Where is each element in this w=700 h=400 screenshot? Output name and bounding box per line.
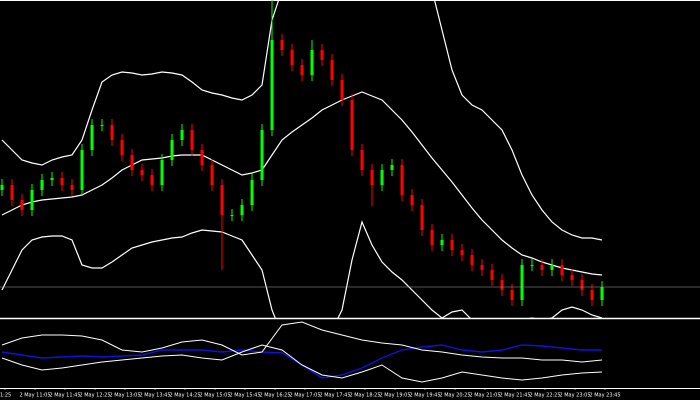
band-upper: [1, 0, 603, 241]
candle-body: [390, 165, 394, 170]
candle-body: [600, 287, 604, 300]
x-tick-label: 2 May 12:25: [79, 393, 110, 399]
indicator-panel: [1, 321, 603, 383]
candle-body: [100, 125, 104, 126]
candle-body: [60, 178, 64, 185]
candle-body: [290, 50, 294, 65]
candle-body: [540, 265, 544, 270]
candle-body: [140, 170, 144, 175]
x-tick-label: 1:25: [0, 393, 11, 399]
x-tick-label: 2 May 21:45: [499, 393, 530, 399]
candle-body: [520, 265, 524, 300]
candle-body: [170, 140, 174, 160]
candle-body: [340, 80, 344, 100]
x-tick-label: 2 May 22:25: [529, 393, 560, 399]
x-tick-label: 2 May 17:45: [319, 393, 350, 399]
band-lower: [1, 220, 603, 318]
candle-body: [110, 125, 114, 140]
candle-body: [230, 215, 234, 216]
x-tick-label: 2 May 15:45: [229, 393, 260, 399]
candle-body: [40, 180, 44, 190]
x-tick-label: 2 May 20:25: [439, 393, 470, 399]
candle-body: [490, 270, 494, 280]
candle-body: [580, 280, 584, 290]
candle-body: [500, 280, 504, 290]
x-tick-label: 2 May 19:05: [379, 393, 410, 399]
candle-body: [190, 130, 194, 150]
candle-body: [360, 150, 364, 170]
candle-body: [80, 150, 84, 190]
candle-body: [460, 250, 464, 255]
candle-body: [510, 290, 514, 300]
x-tick-label: 2 May 13:45: [139, 393, 170, 399]
candle-body: [70, 185, 74, 190]
candle-body: [20, 200, 24, 210]
candle-body: [160, 160, 164, 185]
candle-body: [210, 165, 214, 185]
candle-body: [300, 65, 304, 75]
candle-body: [320, 50, 324, 60]
price-panel: [0, 0, 700, 318]
candle-body: [530, 265, 534, 266]
candle-body: [570, 275, 574, 280]
candle-body: [480, 265, 484, 270]
candle-body: [590, 290, 594, 300]
candle-body: [240, 205, 244, 215]
candle-body: [370, 170, 374, 185]
candle-body: [440, 240, 444, 245]
candle-body: [180, 130, 184, 140]
x-tick-label: 2 May 14:25: [169, 393, 200, 399]
candle-body: [420, 205, 424, 230]
candle-body: [410, 195, 414, 205]
candle-body: [120, 140, 124, 155]
candle-body: [380, 170, 384, 185]
time-axis: 1:25 2 May 11:052 May 11:452 May 12:252 M…: [0, 388, 621, 399]
x-tick-label: 2 May 23:45: [589, 393, 620, 399]
x-tick-label: 2 May 23:05: [559, 393, 590, 399]
x-tick-label: 2 May 11:45: [49, 393, 80, 399]
candle-body: [0, 185, 4, 190]
candle-body: [250, 180, 254, 205]
candle-body: [270, 40, 274, 130]
candle-body: [200, 150, 204, 165]
band-middle: [1, 91, 603, 276]
candle-body: [330, 60, 334, 80]
candle-body: [10, 185, 14, 200]
x-tick-label: 2 May 18:25: [349, 393, 380, 399]
candle-body: [470, 255, 474, 265]
x-tick-label: 2 May 21:05: [469, 393, 500, 399]
candle-body: [30, 190, 34, 210]
x-tick-label: 2 May 16:25: [259, 393, 290, 399]
candle-body: [50, 178, 54, 180]
x-tick-label: 2 May 11:05: [19, 393, 50, 399]
x-tick-label: 2 May 17:05: [289, 393, 320, 399]
candle-body: [310, 50, 314, 75]
candle-body: [150, 175, 154, 185]
candle-body: [560, 265, 564, 275]
x-tick-label: 2 May 13:05: [109, 393, 140, 399]
candle-body: [550, 265, 554, 270]
candle-body: [450, 240, 454, 250]
candle-body: [130, 155, 134, 170]
candle-body: [400, 165, 404, 195]
candle-body: [260, 130, 264, 180]
candle-body: [350, 100, 354, 150]
candle-body: [220, 185, 224, 215]
candle-body: [90, 125, 94, 150]
x-tick-label: 2 May 19:45: [409, 393, 440, 399]
candle-body: [280, 40, 284, 50]
candle-body: [430, 230, 434, 245]
indicator-line: [1, 321, 603, 363]
x-tick-label: 2 May 15:05: [199, 393, 230, 399]
indicator-line: [1, 344, 603, 383]
